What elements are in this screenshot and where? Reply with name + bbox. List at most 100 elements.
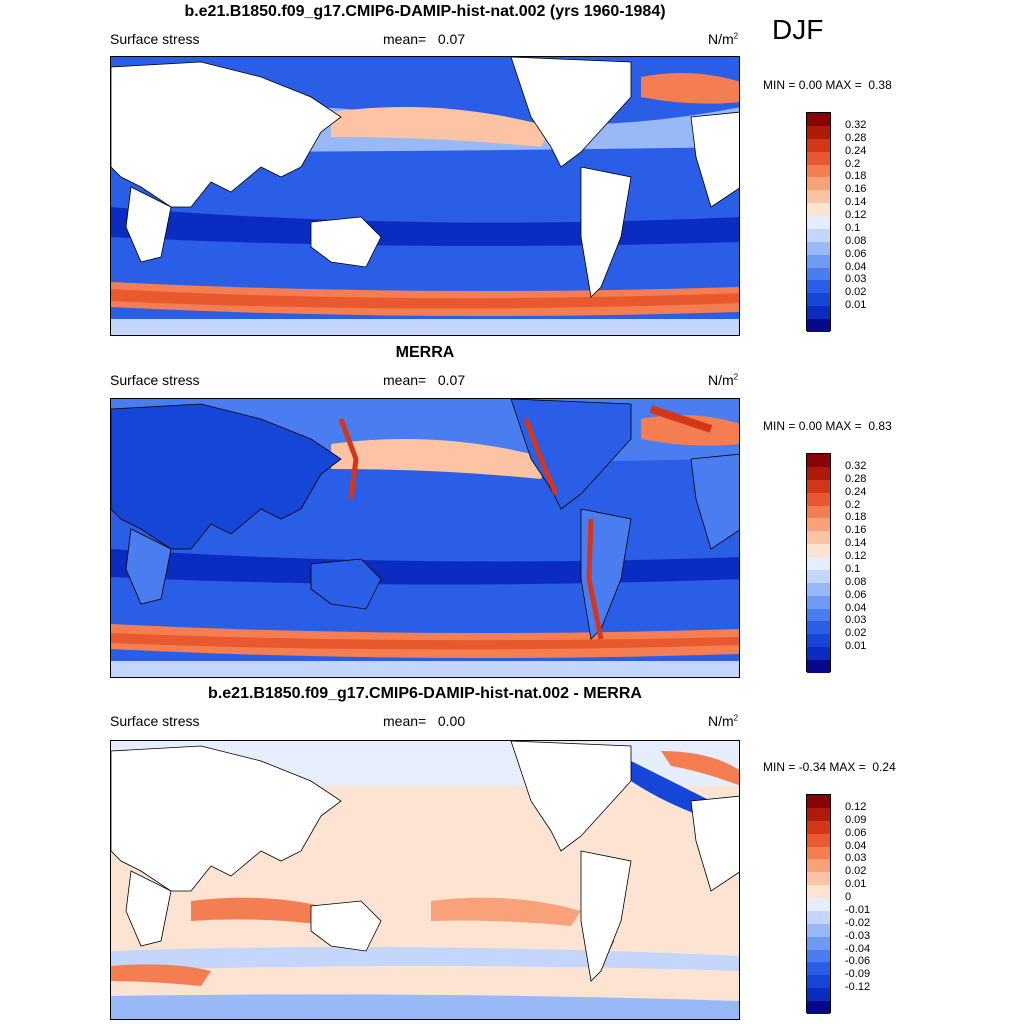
units-base: N/m (708, 31, 734, 47)
colorbar-swatch (807, 988, 830, 1001)
panel-1-min-label: MIN = (763, 78, 796, 92)
panel-3-mean-value: 0.00 (437, 713, 466, 729)
colorbar-swatch (807, 820, 830, 834)
colorbar-tick-label: 0.2 (845, 498, 861, 511)
colorbar-tick-label: 0.03 (845, 852, 867, 865)
panel-1-minmax: MIN = 0.00 MAX = 0.38 (763, 78, 892, 92)
colorbar-tick-label: 0.18 (845, 170, 867, 183)
colorbar-swatch (807, 949, 830, 963)
panel-3-mean: mean= 0.00 (383, 713, 465, 729)
colorbar-swatch (807, 306, 830, 319)
colorbar-swatch (807, 647, 830, 660)
colorbar-tick-label: -0.04 (845, 942, 871, 955)
units-base: N/m (708, 713, 734, 729)
colorbar-swatch (807, 634, 830, 648)
colorbar-swatch (807, 228, 830, 242)
panel-2-max-label: MAX = (825, 419, 862, 433)
panel-3-min-value: -0.34 (798, 760, 827, 774)
colorbar-tick-label: 0.04 (845, 260, 867, 273)
panel-3-minmax: MIN = -0.34 MAX = 0.24 (763, 760, 896, 774)
colorbar-swatch (807, 936, 830, 950)
colorbar-tick-label: 0.06 (845, 247, 867, 260)
colorbar-swatch (807, 267, 830, 281)
colorbar-swatch (807, 872, 830, 886)
colorbar-swatch (807, 569, 830, 583)
panel-2-units: N/m2 (708, 372, 738, 388)
panel-1-min-value: 0.00 (798, 78, 823, 92)
colorbar-swatch (807, 518, 830, 532)
panel-1-colorbar (806, 112, 831, 332)
colorbar-swatch (807, 898, 830, 911)
colorbar-tick-label: 0.12 (845, 550, 867, 563)
colorbar-tick-label: 0.03 (845, 273, 867, 286)
colorbar-tick-label: 0.24 (845, 144, 867, 157)
colorbar-swatch (807, 319, 830, 332)
units-exp: 2 (733, 372, 739, 382)
colorbar-swatch (807, 505, 830, 519)
colorbar-tick-label: 0.04 (845, 601, 867, 614)
panel-1-map (110, 56, 740, 336)
colorbar-tick-label: -0.01 (845, 903, 871, 916)
panel-3-max-value: 0.24 (872, 760, 896, 774)
colorbar-swatch (807, 203, 830, 216)
colorbar-tick-label: 0.1 (845, 562, 861, 575)
colorbar-swatch (807, 254, 830, 268)
colorbar-swatch (807, 164, 830, 178)
colorbar-tick-label: 0.14 (845, 537, 867, 550)
colorbar-swatch (807, 177, 830, 191)
colorbar-swatch (807, 859, 830, 873)
panel-3-min-label: MIN = (763, 760, 796, 774)
colorbar-swatch (807, 660, 830, 673)
colorbar-tick-label: 0.06 (845, 588, 867, 601)
panel-3-map (110, 740, 740, 1020)
panel-2-title: MERRA (395, 344, 455, 361)
colorbar-swatch (807, 125, 830, 139)
colorbar-tick-label: -0.09 (845, 968, 871, 981)
panel-2-map (110, 398, 740, 678)
panel-3-map-svg (111, 741, 739, 1019)
panel-3-mean-label: mean= (383, 713, 427, 729)
colorbar-tick-label: 0.18 (845, 511, 867, 524)
colorbar-swatch (807, 910, 830, 924)
colorbar-tick-label: 0.02 (845, 286, 867, 299)
colorbar-tick-label: 0.16 (845, 183, 867, 196)
colorbar-tick-label: 0.14 (845, 196, 867, 209)
colorbar-tick-label: 0.08 (845, 575, 867, 588)
panel-3-colorbar (806, 794, 831, 1014)
units-exp: 2 (733, 31, 739, 41)
colorbar-tick-label: 0.28 (845, 472, 867, 485)
colorbar-swatch (807, 190, 830, 204)
panel-2-mean-label: mean= (383, 372, 427, 388)
colorbar-swatch (807, 454, 830, 467)
colorbar-tick-label: 0.02 (845, 865, 867, 878)
panel-1-max-value: 0.38 (868, 78, 892, 92)
colorbar-tick-label: 0 (845, 891, 852, 904)
colorbar-swatch (807, 595, 830, 609)
colorbar-swatch (807, 113, 830, 126)
panel-2-mean-value: 0.07 (437, 372, 466, 388)
panel-2-min-label: MIN = (763, 419, 796, 433)
colorbar-tick-label: 0.03 (845, 614, 867, 627)
colorbar-tick-label: -0.12 (845, 981, 871, 994)
panel-1-units: N/m2 (708, 31, 738, 47)
colorbar-swatch (807, 833, 830, 847)
colorbar-tick-label: -0.03 (845, 929, 871, 942)
colorbar-swatch (807, 216, 830, 229)
colorbar-tick-label: 0.2 (845, 157, 861, 170)
colorbar-swatch (807, 151, 830, 165)
colorbar-swatch (807, 923, 830, 937)
colorbar-tick-label: 0.02 (845, 627, 867, 640)
colorbar-tick-label: 0.01 (845, 878, 867, 891)
colorbar-swatch (807, 807, 830, 821)
colorbar-swatch (807, 608, 830, 622)
colorbar-swatch (807, 557, 830, 570)
colorbar-swatch (807, 846, 830, 860)
colorbar-tick-label: 0.12 (845, 209, 867, 222)
panel-2-map-svg (111, 399, 739, 677)
units-base: N/m (708, 372, 734, 388)
colorbar-swatch (807, 479, 830, 493)
panel-3-units: N/m2 (708, 713, 738, 729)
panel-2-mean: mean= 0.07 (383, 372, 465, 388)
panel-3-max-label: MAX = (829, 760, 866, 774)
panel-1-mean-value: 0.07 (437, 31, 466, 47)
